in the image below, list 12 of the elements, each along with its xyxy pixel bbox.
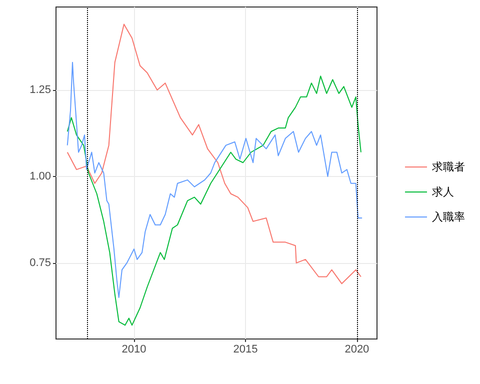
line-series	[66, 62, 363, 298]
y-tick-label: 1.00	[30, 170, 51, 182]
line-series	[66, 24, 362, 284]
legend-label: 求職者	[432, 160, 465, 174]
x-tick-label: 2015	[233, 344, 258, 356]
x-tick-label: 2010	[122, 344, 146, 356]
legend-label: 入職率	[432, 210, 465, 224]
y-tick-label: 0.75	[30, 256, 51, 269]
x-tick-label: 2020	[344, 344, 370, 356]
y-tick-label: 1.25	[30, 84, 51, 96]
legend-label: 求人	[432, 186, 454, 198]
line-series	[66, 76, 362, 326]
